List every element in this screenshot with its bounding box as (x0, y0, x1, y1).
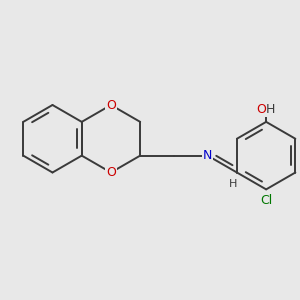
Text: N: N (203, 149, 212, 162)
Text: O: O (256, 103, 266, 116)
Text: H: H (266, 103, 275, 116)
Text: O: O (106, 98, 116, 112)
Text: Cl: Cl (260, 194, 272, 207)
Text: H: H (229, 179, 237, 189)
Text: O: O (106, 166, 116, 179)
